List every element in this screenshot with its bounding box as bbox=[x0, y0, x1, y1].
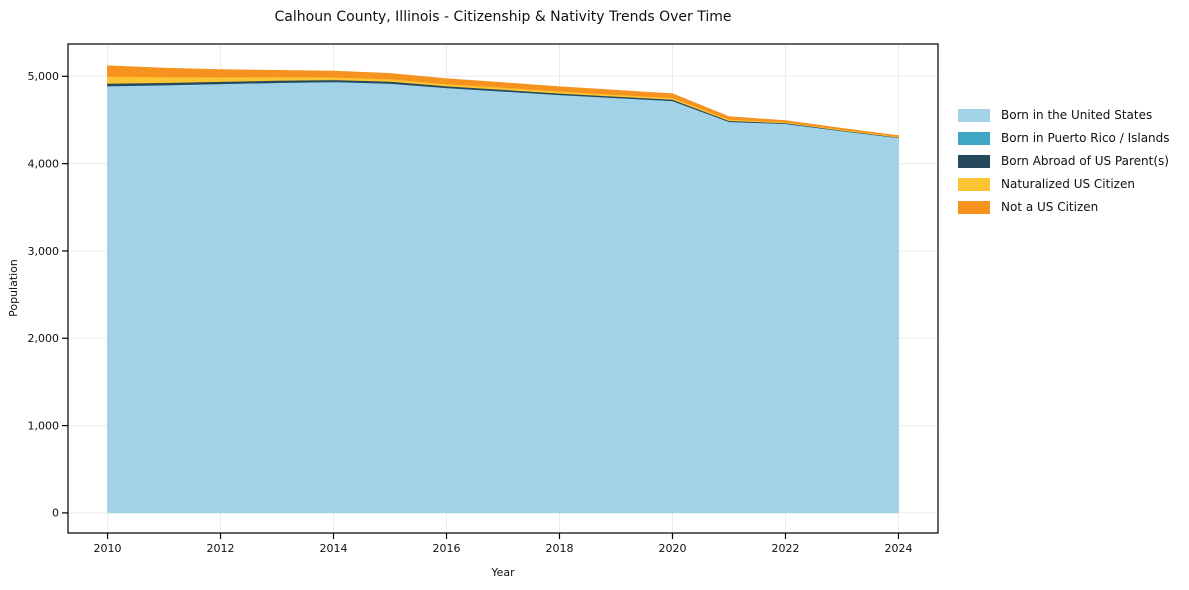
x-axis-label: Year bbox=[491, 566, 515, 579]
legend-item: Born in Puerto Rico / Islands bbox=[958, 130, 1170, 146]
x-tick-label: 2010 bbox=[94, 542, 122, 555]
y-tick-label: 2,000 bbox=[28, 332, 60, 345]
legend-swatch bbox=[958, 131, 990, 145]
plot-border bbox=[67, 43, 939, 534]
x-tick-label: 2014 bbox=[320, 542, 348, 555]
legend-swatch bbox=[958, 108, 990, 122]
legend-item: Naturalized US Citizen bbox=[958, 176, 1170, 192]
y-tick-label: 3,000 bbox=[28, 245, 60, 258]
legend-label: Not a US Citizen bbox=[1001, 200, 1099, 214]
legend-item: Not a US Citizen bbox=[958, 199, 1170, 215]
legend-label: Born in Puerto Rico / Islands bbox=[1001, 131, 1170, 145]
chart-title: Calhoun County, Illinois - Citizenship &… bbox=[274, 9, 732, 25]
x-tick-label: 2018 bbox=[545, 542, 573, 555]
legend-item: Born in the United States bbox=[958, 107, 1170, 123]
y-axis-label: Population bbox=[7, 259, 20, 317]
legend-swatch bbox=[958, 200, 990, 214]
y-tick-label: 5,000 bbox=[28, 70, 60, 83]
y-tick-label: 1,000 bbox=[28, 419, 60, 432]
x-tick-label: 2020 bbox=[658, 542, 686, 555]
area-series bbox=[107, 65, 899, 137]
x-tick-label: 2022 bbox=[771, 542, 799, 555]
legend-label: Born Abroad of US Parent(s) bbox=[1001, 154, 1169, 168]
x-tick-label: 2024 bbox=[884, 542, 912, 555]
x-tick-label: 2016 bbox=[433, 542, 461, 555]
legend-item: Born Abroad of US Parent(s) bbox=[958, 153, 1170, 169]
area-series bbox=[107, 81, 899, 514]
legend-swatch bbox=[958, 154, 990, 168]
x-tick-label: 2012 bbox=[207, 542, 235, 555]
legend-swatch bbox=[958, 177, 990, 191]
y-tick-label: 0 bbox=[52, 507, 59, 520]
legend-label: Naturalized US Citizen bbox=[1001, 177, 1135, 191]
legend: Born in the United States Born in Puerto … bbox=[958, 107, 1170, 215]
legend-label: Born in the United States bbox=[1001, 108, 1153, 122]
y-tick-label: 4,000 bbox=[28, 157, 60, 170]
